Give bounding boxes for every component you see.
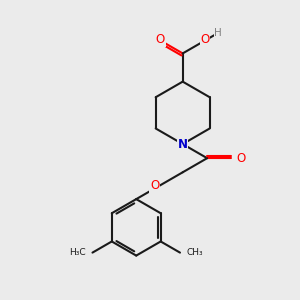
Text: CH₃: CH₃: [187, 248, 203, 257]
Text: H₃C: H₃C: [69, 248, 86, 257]
Text: O: O: [236, 152, 246, 165]
Text: O: O: [156, 33, 165, 46]
Text: O: O: [200, 33, 210, 46]
Text: H: H: [214, 28, 222, 38]
Text: N: N: [178, 138, 188, 151]
Text: O: O: [150, 179, 159, 192]
